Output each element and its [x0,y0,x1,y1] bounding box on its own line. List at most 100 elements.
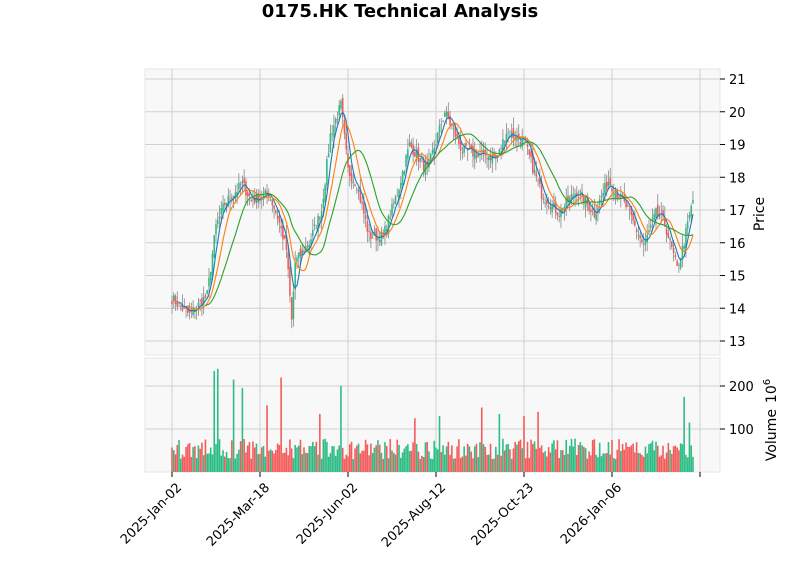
candle-body [400,182,402,189]
volume-bar [222,450,224,472]
volume-bar [560,450,562,472]
x-tick-label: 2025-Jan-02 [118,480,185,547]
candle-body [532,153,534,173]
candle-body [558,215,560,217]
candle-body [625,200,627,208]
candle-body [211,253,214,275]
volume-bar [637,452,640,472]
volume-bar [260,447,263,472]
candle-body [514,136,516,140]
candle-body [574,193,576,198]
volume-bar [280,377,282,472]
volume-bar [213,370,216,472]
volume-bar [519,439,522,472]
candle-body [327,152,330,158]
volume-bar [586,458,589,472]
volume-bar [576,455,578,472]
candle-body [172,295,175,302]
candle-body [385,229,388,232]
volume-bar [310,446,312,472]
volume-bar [507,444,509,472]
candle-body [572,196,575,198]
candle-body [653,213,656,220]
volume-bar [368,455,370,472]
candle-body [628,208,631,210]
candle-body [206,290,208,294]
candle-body [296,257,298,262]
volume-bar [488,454,490,472]
candle-body [669,238,671,241]
candle-body [505,133,508,144]
candle-body [410,142,413,148]
volume-bar [597,457,599,472]
volume-bar [201,442,203,472]
volume-bar [526,441,529,472]
candle-body [473,151,476,160]
candle-body [681,245,684,259]
volume-bar [577,444,580,472]
volume-bar [674,445,677,472]
volume-bar [440,452,443,472]
volume-bar [463,446,465,472]
volume-bar [398,444,400,472]
volume-bar [604,453,606,472]
volume-bar [356,445,358,472]
candle-body [651,218,654,222]
volume-bar [194,446,196,472]
volume-bar [248,441,251,472]
y-tick-label: 18 [729,171,746,186]
volume-bar [621,443,624,472]
volume-bar [429,458,432,472]
candle-body [266,191,268,195]
candle-body [389,217,392,219]
candle-body [491,154,494,164]
volume-bar [273,453,275,472]
volume-bar [401,452,404,472]
volume-bar [472,458,474,472]
candle-body [671,241,673,247]
candle-body [648,230,650,233]
volume-bar [505,444,508,472]
candle-body [229,199,231,201]
candle-body [239,184,242,186]
candle-body [292,291,295,319]
volume-bar [533,441,536,472]
volume-bar [415,443,418,472]
candle-body [401,171,404,186]
candle-body [456,133,458,137]
candle-body [243,178,245,183]
candle-body [241,181,244,184]
candle-body [463,145,465,153]
candle-body [556,212,559,216]
volume-bar [690,445,692,472]
candle-body [590,210,592,213]
volume-bar [287,455,289,472]
candle-body [627,205,629,207]
candle-body [614,191,617,198]
candle-body [322,198,325,209]
volume-bar [493,458,495,472]
candle-body [246,192,249,197]
volume-bar [498,413,501,472]
candle-body [524,141,527,142]
volume-bar [627,446,629,472]
volume-bar [565,439,568,472]
candle-body [672,247,675,254]
volume-bar [447,441,450,472]
candle-body [419,158,421,162]
candle-body [679,258,682,269]
volume-bar [473,446,476,472]
candle-body [345,133,348,150]
volume-bar [338,445,340,472]
volume-bar [289,439,291,472]
candle-body [275,210,277,213]
candle-body [560,208,562,217]
candle-body [236,192,238,196]
candle-body [452,128,455,130]
volume-bar [220,455,223,472]
volume-bar [407,444,409,472]
y-tick-label: 16 [729,237,746,252]
candle-body [604,183,606,195]
